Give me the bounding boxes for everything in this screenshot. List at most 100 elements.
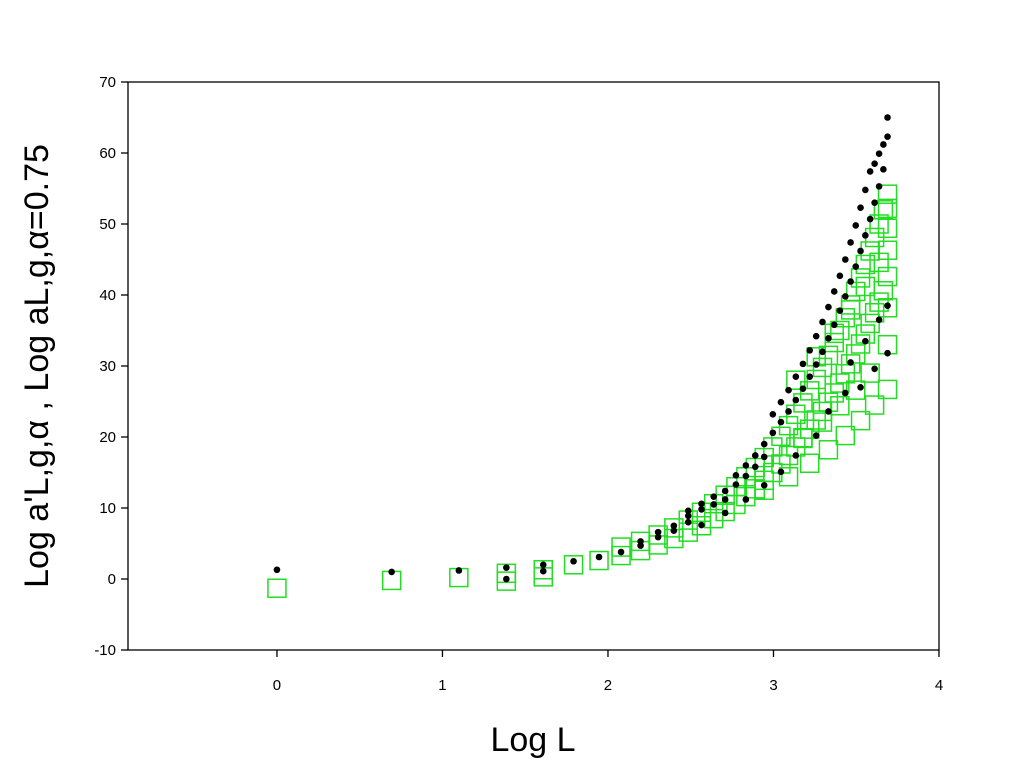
- data-point-square: [589, 550, 609, 571]
- data-point-dot: [539, 561, 547, 569]
- y-axis: -10 0 10 20 30 40 50 60 70: [94, 74, 128, 659]
- data-point-dot: [884, 349, 891, 357]
- data-point-dot: [875, 150, 883, 158]
- data-point-dot: [742, 496, 750, 503]
- data-point-dot: [503, 575, 510, 583]
- data-point-dot: [875, 316, 883, 324]
- data-point-square: [850, 410, 871, 431]
- data-point-square: [845, 344, 866, 364]
- x-axis-title: Log L: [490, 721, 575, 759]
- data-point-dot: [812, 332, 820, 340]
- data-point-dot: [866, 215, 874, 223]
- x-tick-label: 3: [769, 677, 777, 694]
- data-point-dot: [637, 538, 644, 545]
- data-point-square: [850, 334, 871, 354]
- data-point-dot: [595, 553, 603, 561]
- data-point-dot: [862, 337, 869, 345]
- data-point-dot: [842, 293, 849, 300]
- data-point-dot: [871, 365, 878, 373]
- data-point-dot: [698, 500, 705, 508]
- data-point-square: [786, 404, 806, 425]
- data-point-dot: [684, 507, 692, 515]
- data-point-square: [611, 537, 631, 557]
- data-point-dot: [710, 501, 718, 508]
- x-tick-label: 2: [604, 677, 612, 694]
- y-tick-label: 20: [99, 429, 116, 446]
- data-point-dot: [871, 160, 878, 167]
- data-point-dot: [777, 468, 785, 476]
- y-tick-label: 70: [99, 74, 116, 91]
- data-point-dot: [792, 396, 800, 404]
- data-point-dot: [769, 429, 777, 437]
- data-point-dot: [812, 361, 820, 368]
- data-point-square: [835, 425, 856, 446]
- data-point-dot: [884, 114, 891, 121]
- data-point-dot: [721, 509, 729, 517]
- data-point-dot: [760, 453, 768, 461]
- y-tick-label: 0: [108, 571, 116, 588]
- data-point-square: [835, 364, 856, 384]
- data-point-square: [771, 426, 791, 447]
- y-axis-title: Log a'L,g,α , Log aL,g,α=0.75: [18, 144, 56, 588]
- data-point-dot: [812, 432, 820, 439]
- data-point-dot: [825, 303, 832, 311]
- data-point-dot: [819, 318, 826, 326]
- data-point-dot: [760, 481, 768, 489]
- y-tick-label: 10: [99, 500, 116, 517]
- data-point-dot: [654, 528, 662, 536]
- data-point-dot: [852, 263, 860, 270]
- data-point-square: [812, 412, 833, 432]
- data-point-square: [691, 516, 712, 536]
- data-point-square: [835, 307, 856, 328]
- x-tick-label: 4: [935, 677, 943, 694]
- data-point-square: [496, 571, 517, 591]
- data-point-dot: [742, 462, 750, 469]
- data-point-square: [678, 522, 699, 542]
- data-point-square: [860, 363, 880, 383]
- data-point-dot: [570, 557, 577, 565]
- data-point-dot: [819, 348, 826, 356]
- data-point-dot: [880, 166, 887, 173]
- data-point-square: [703, 508, 724, 529]
- data-point-dot: [871, 199, 878, 206]
- data-point-square: [786, 370, 806, 390]
- data-point-dot: [862, 232, 869, 239]
- data-point-dot: [792, 373, 800, 380]
- data-point-square: [648, 525, 668, 545]
- data-point-dot: [721, 496, 729, 503]
- data-point-square: [873, 280, 894, 301]
- data-point-dot: [866, 168, 874, 175]
- data-point-dot: [742, 472, 750, 480]
- data-point-dot: [539, 567, 547, 575]
- data-point-dot: [617, 548, 625, 556]
- data-point-square: [877, 379, 898, 400]
- data-point-dot: [799, 385, 807, 393]
- y-tick-label: 60: [99, 145, 116, 162]
- data-point-square: [754, 480, 774, 500]
- data-point-square: [818, 440, 839, 460]
- data-point-square: [778, 415, 799, 436]
- data-point-dot: [857, 247, 864, 255]
- data-point-dot: [842, 389, 849, 397]
- data-point-dot: [862, 186, 869, 194]
- data-point-dot: [670, 527, 678, 535]
- data-point-dot: [830, 288, 838, 295]
- data-point-dot: [836, 272, 844, 280]
- data-point-dot: [721, 487, 729, 495]
- x-tick-label: 0: [273, 677, 281, 694]
- y-tick-label: 30: [99, 358, 116, 375]
- data-point-dot: [792, 452, 800, 459]
- data-point-dot: [857, 204, 864, 211]
- data-point-dot: [751, 452, 759, 459]
- data-point-square: [864, 395, 885, 415]
- data-point-square: [877, 218, 898, 239]
- data-point-dot: [710, 493, 718, 500]
- data-point-square: [830, 396, 850, 416]
- data-point-dot: [684, 512, 692, 520]
- data-point-square: [793, 427, 813, 448]
- data-point-square: [799, 453, 820, 474]
- data-point-dot: [760, 440, 768, 448]
- data-point-dot: [842, 256, 849, 263]
- data-point-square: [267, 578, 287, 598]
